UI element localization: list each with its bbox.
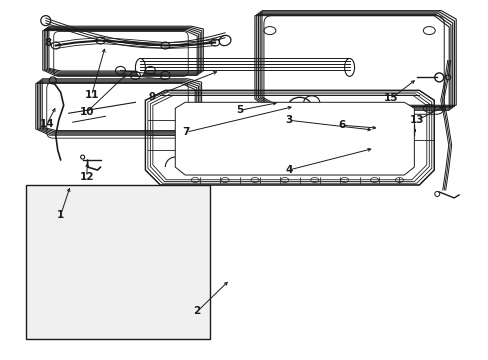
Polygon shape <box>175 102 413 175</box>
Text: 13: 13 <box>409 115 424 125</box>
Text: 11: 11 <box>84 90 99 100</box>
Text: 9: 9 <box>148 92 156 102</box>
Bar <box>26 185 210 339</box>
Text: 3: 3 <box>285 115 292 125</box>
Ellipse shape <box>135 58 145 76</box>
Text: 4: 4 <box>285 165 292 175</box>
Text: 5: 5 <box>236 105 243 115</box>
Text: 12: 12 <box>79 172 94 182</box>
Text: 1: 1 <box>57 210 64 220</box>
Ellipse shape <box>288 97 310 113</box>
Text: 15: 15 <box>384 93 398 103</box>
Text: 14: 14 <box>40 119 54 129</box>
Text: 2: 2 <box>193 306 201 316</box>
Text: 7: 7 <box>182 127 189 137</box>
Text: 8: 8 <box>44 37 51 48</box>
Ellipse shape <box>344 58 354 76</box>
Text: 10: 10 <box>79 107 94 117</box>
Text: 6: 6 <box>337 120 345 130</box>
